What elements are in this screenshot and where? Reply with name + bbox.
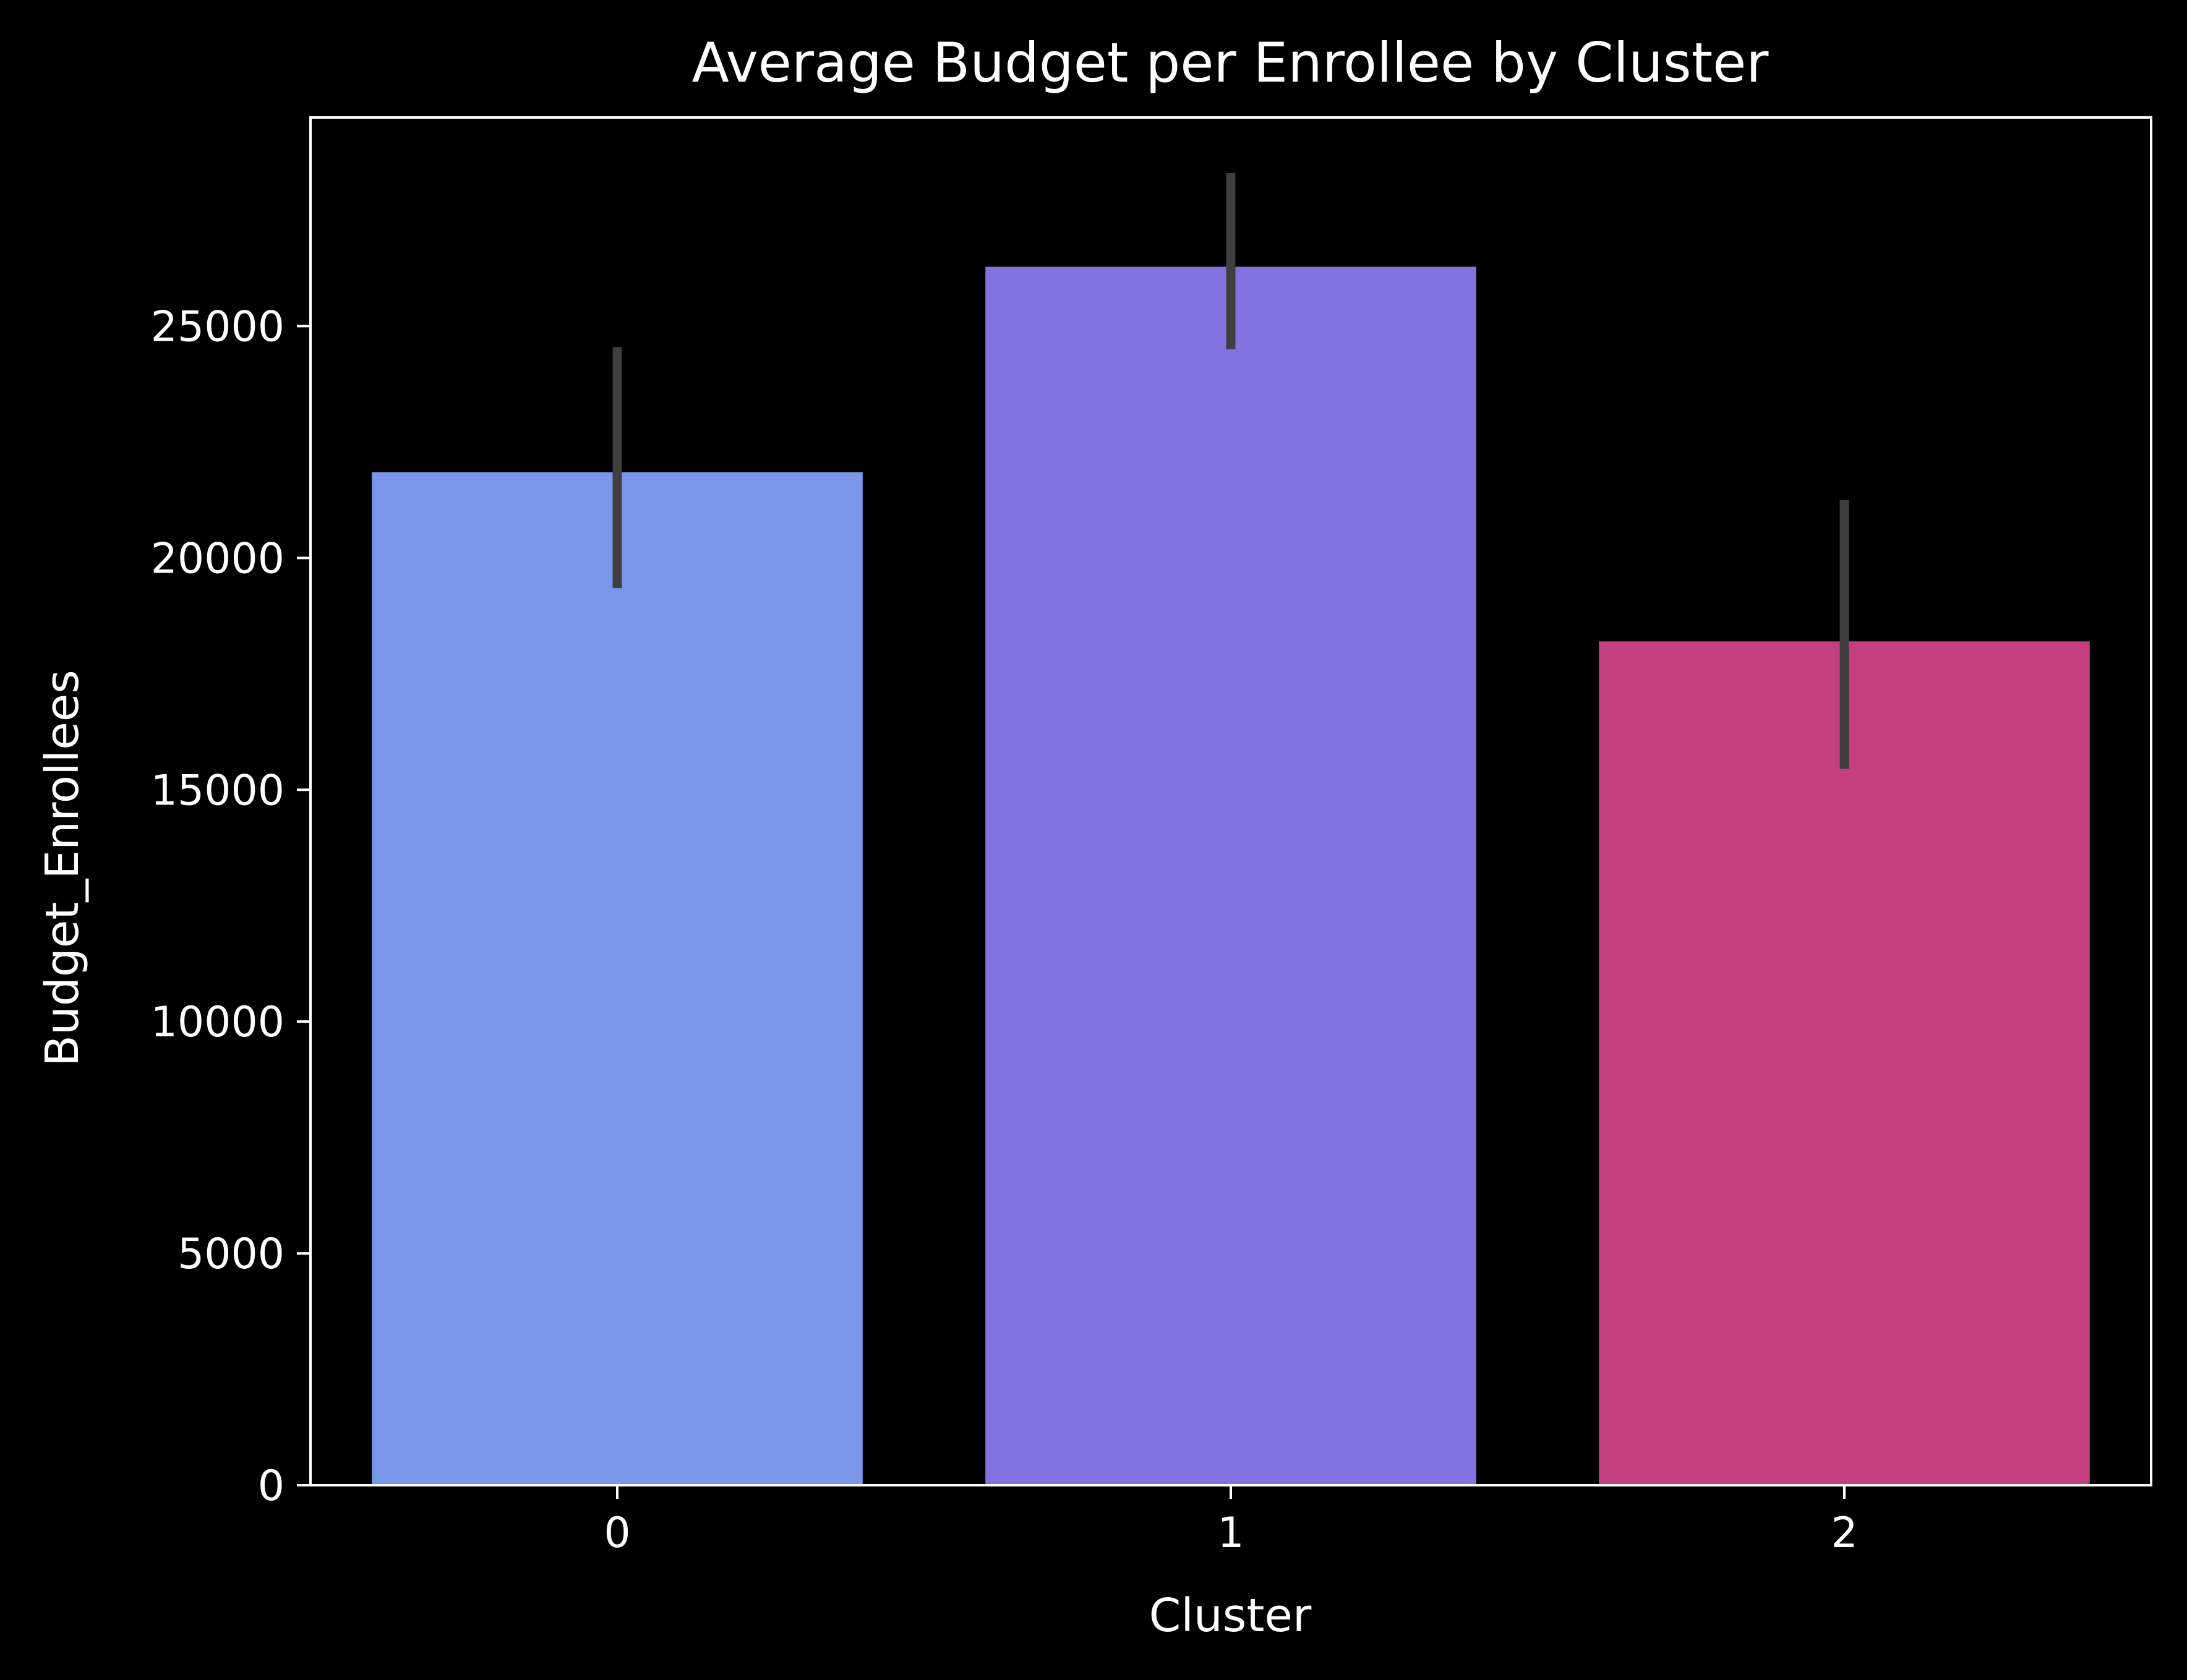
- y-tick-label: 25000: [151, 302, 285, 351]
- y-tick-label: 20000: [151, 534, 285, 583]
- bar-cluster-2: [1599, 641, 2090, 1485]
- x-tick-label: 0: [604, 1509, 630, 1558]
- x-axis-label: Cluster: [1149, 1589, 1312, 1642]
- bars-layer: [372, 266, 2090, 1485]
- y-axis-label: Budget_Enrollees: [36, 670, 89, 1067]
- chart-title: Average Budget per Enrollee by Cluster: [692, 31, 1770, 95]
- y-tick-label: 0: [258, 1462, 285, 1511]
- y-axis-ticks: 0 5000 10000 15000 20000 25000: [151, 302, 310, 1511]
- x-axis-ticks: 0 1 2: [604, 1485, 1858, 1558]
- y-tick-label: 15000: [151, 766, 285, 815]
- y-tick-label: 5000: [178, 1230, 285, 1279]
- bar-cluster-1: [985, 266, 1476, 1485]
- error-bars-layer: [612, 173, 1849, 769]
- x-tick-label: 2: [1831, 1509, 1857, 1558]
- bar-cluster-0: [372, 472, 863, 1485]
- x-tick-label: 1: [1217, 1509, 1244, 1558]
- y-tick-label: 10000: [151, 998, 285, 1047]
